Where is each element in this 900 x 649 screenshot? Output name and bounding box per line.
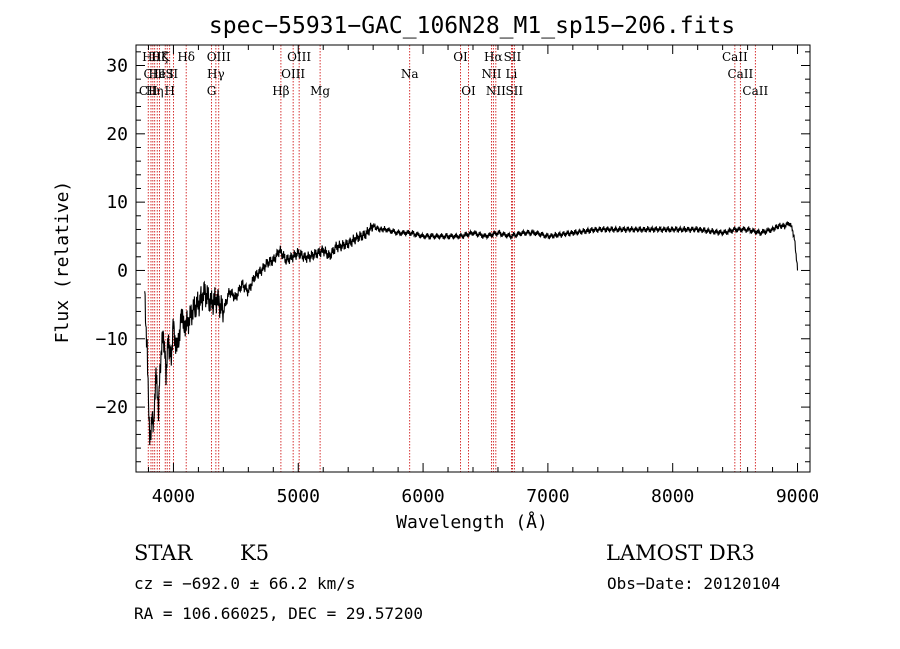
spectrum-line bbox=[144, 221, 799, 446]
line-label: Mg bbox=[310, 84, 330, 98]
line-label: II bbox=[169, 67, 179, 81]
object-class: STAR bbox=[134, 541, 193, 565]
line-label: Hθ bbox=[142, 50, 160, 64]
line-label: Li bbox=[506, 67, 518, 81]
line-label: OIII bbox=[281, 67, 305, 81]
line-label: NII bbox=[486, 84, 506, 98]
line-label: Hδ bbox=[177, 50, 195, 64]
x-tick-label: 9000 bbox=[776, 486, 819, 507]
y-tick-label: 20 bbox=[106, 124, 128, 145]
line-label: Hγ bbox=[207, 67, 225, 81]
line-label: Hα bbox=[484, 50, 503, 64]
survey-name: LAMOST DR3 bbox=[606, 541, 755, 565]
line-label: H bbox=[164, 84, 174, 98]
redshift-velocity: cz = −692.0 ± 66.2 km/s bbox=[134, 574, 356, 593]
y-tick-label: −10 bbox=[95, 329, 128, 350]
x-tick-label: 5000 bbox=[277, 486, 320, 507]
line-label: G bbox=[207, 84, 217, 98]
line-label: OIII bbox=[287, 50, 311, 64]
y-tick-label: 0 bbox=[117, 260, 128, 281]
y-axis-label: Flux (relative) bbox=[52, 181, 73, 344]
coordinates: RA = 106.66025, DEC = 29.57200 bbox=[134, 604, 423, 623]
observation-date: Obs−Date: 20120104 bbox=[607, 574, 780, 593]
x-tick-label: 7000 bbox=[526, 486, 569, 507]
line-label: K bbox=[161, 50, 171, 64]
line-label: Hζ bbox=[151, 50, 168, 64]
y-tick-label: 10 bbox=[106, 192, 128, 213]
line-label: NII bbox=[481, 67, 501, 81]
y-ticks: −20 −10 0 10 20 30 bbox=[95, 51, 810, 463]
line-label: IS bbox=[161, 67, 174, 81]
line-label: CaII bbox=[727, 67, 753, 81]
line-label: SII bbox=[504, 50, 522, 64]
x-tick-label: 4000 bbox=[152, 486, 195, 507]
line-label: Hη bbox=[146, 84, 164, 98]
y-tick-label: 30 bbox=[106, 55, 128, 76]
line-label: OI bbox=[453, 50, 468, 64]
line-label: Na bbox=[401, 67, 419, 81]
line-label: CII bbox=[139, 84, 158, 98]
chart-title: spec−55931−GAC_106N28_M1_sp15−206.fits bbox=[209, 13, 735, 39]
line-labels: CIIHθCIIHηHeHζKISHIIHδGHγOIIIHβOIIIOIIIM… bbox=[139, 50, 769, 98]
x-ticks: 4000 5000 6000 7000 8000 9000 bbox=[147, 45, 819, 507]
object-subclass: K5 bbox=[240, 541, 269, 565]
line-label: CaII bbox=[722, 50, 748, 64]
line-label: OIII bbox=[207, 50, 231, 64]
line-label: CaII bbox=[742, 84, 768, 98]
y-tick-label: −20 bbox=[95, 397, 128, 418]
x-axis-label: Wavelength (Å) bbox=[396, 511, 548, 533]
x-tick-label: 6000 bbox=[401, 486, 444, 507]
x-tick-label: 8000 bbox=[651, 486, 694, 507]
line-label: He bbox=[148, 67, 166, 81]
line-label: OI bbox=[461, 84, 476, 98]
line-label: Hβ bbox=[272, 84, 289, 98]
line-label: CII bbox=[144, 67, 163, 81]
line-label: SII bbox=[505, 84, 523, 98]
emission-line-markers bbox=[147, 45, 756, 472]
